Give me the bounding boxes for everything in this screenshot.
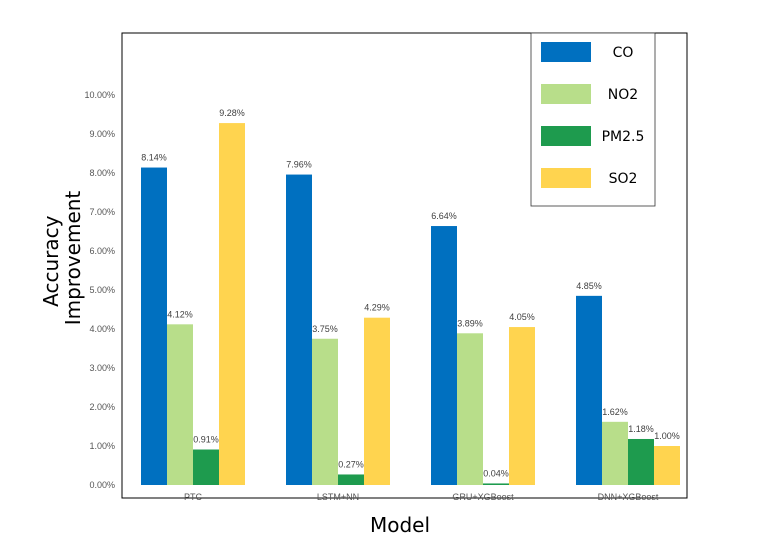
plot-frame <box>121 32 688 499</box>
y-axis-title-line-2: Improvement <box>61 191 85 326</box>
legend-swatch <box>541 84 591 104</box>
bar-data-label: 4.05% <box>509 312 535 322</box>
bar-data-label: 4.29% <box>364 303 390 313</box>
legend-swatch <box>541 168 591 188</box>
legend-label: NO2 <box>608 87 638 103</box>
bar-so2-dnn-xgboost <box>654 446 680 485</box>
bar-data-label: 9.28% <box>219 108 245 118</box>
y-tick-label: 5.00% <box>89 285 115 295</box>
y-tick-label: 2.00% <box>89 402 115 412</box>
y-tick-label: 9.00% <box>89 129 115 139</box>
bar-pm25-lstm-nn <box>338 474 364 485</box>
bar-data-labels: 8.14% 4.12% 0.91% 9.28% 7.96% 3.75% 0.27% 4.29%… <box>141 108 680 478</box>
bar-data-label: 0.04% <box>483 468 509 478</box>
legend: CO NO2 PM2.5 SO2 <box>530 32 656 207</box>
legend-swatch <box>541 42 591 62</box>
bar-co-lstm-nn <box>286 174 312 485</box>
bar-data-label: 1.62% <box>602 407 628 417</box>
bar-no2-dnn-xgboost <box>602 421 628 485</box>
bar-no2-lstm-nn <box>312 338 338 485</box>
legend-label: CO <box>613 45 634 61</box>
y-tick-label: 0.00% <box>89 480 115 490</box>
bar-data-label: 8.14% <box>141 153 167 163</box>
legend-swatch <box>541 126 591 146</box>
x-axis-ticks: PTC LSTM+NN GRU+XGBoost DNN+XGBoost <box>184 492 659 502</box>
bar-data-label: 6.64% <box>431 211 457 221</box>
bar-data-label: 4.12% <box>167 309 193 319</box>
bar-co-gru-xgboost <box>431 226 457 486</box>
bars <box>141 123 680 486</box>
y-tick-label: 6.00% <box>89 246 115 256</box>
y-tick-label: 7.00% <box>89 207 115 217</box>
y-tick-label: 8.00% <box>89 168 115 178</box>
bar-co-dnn-xgboost <box>576 295 602 485</box>
y-axis-title-line-1: Accuracy <box>39 215 63 306</box>
bar-co-ptc <box>141 167 167 486</box>
x-tick-label: DNN+XGBoost <box>598 492 659 502</box>
bar-data-label: 3.89% <box>457 318 483 328</box>
bar-data-label: 1.18% <box>628 424 654 434</box>
bar-so2-gru-xgboost <box>509 327 535 485</box>
y-tick-label: 10.00% <box>84 90 115 100</box>
y-tick-label: 1.00% <box>89 441 115 451</box>
bar-data-label: 4.85% <box>576 281 602 291</box>
bar-data-label: 0.91% <box>193 435 219 445</box>
bar-data-label: 1.00% <box>654 431 680 441</box>
legend-label: SO2 <box>609 171 638 187</box>
bar-no2-ptc <box>167 324 193 485</box>
bar-pm25-dnn-xgboost <box>628 438 654 485</box>
bar-data-label: 3.75% <box>312 324 338 334</box>
bar-data-label: 0.27% <box>338 459 364 469</box>
bar-pm25-gru-xgboost <box>483 483 509 485</box>
y-tick-label: 3.00% <box>89 363 115 373</box>
y-tick-label: 4.00% <box>89 324 115 334</box>
x-tick-label: LSTM+NN <box>317 492 359 502</box>
bar-no2-gru-xgboost <box>457 333 483 485</box>
legend-label: PM2.5 <box>602 129 645 145</box>
x-tick-label: PTC <box>184 492 203 502</box>
y-axis-ticks: 0.00% 1.00% 2.00% 3.00% 4.00% 5.00% 6.00% 7.00%… <box>84 90 115 490</box>
bar-pm25-ptc <box>193 449 219 485</box>
bar-so2-lstm-nn <box>364 317 390 485</box>
y-axis-title: Accuracy Improvement <box>39 191 85 326</box>
x-axis-title: Model <box>370 513 430 537</box>
bar-data-label: 7.96% <box>286 160 312 170</box>
bar-so2-ptc <box>219 123 245 485</box>
x-tick-label: GRU+XGBoost <box>452 492 514 502</box>
